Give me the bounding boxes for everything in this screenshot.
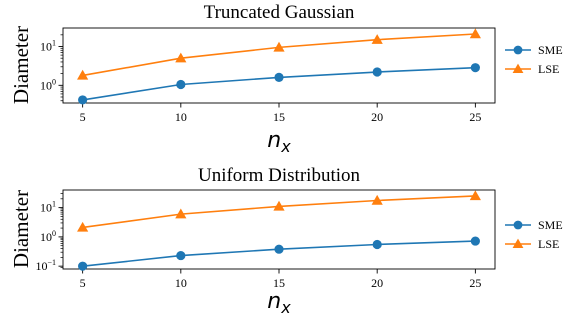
x-axis-label-subscript: x [280,298,291,317]
chart-title: Uniform Distribution [198,165,361,186]
series-lse [77,190,481,232]
legend: SME LSE [505,43,563,76]
data-point [469,190,481,201]
data-point [273,200,285,211]
data-point [274,244,284,254]
y-axis-label: Diameter [9,190,33,268]
x-tick-label: 10 [175,110,187,124]
x-axis-label: nx [267,128,291,156]
series-line [82,33,476,77]
data-point [78,95,88,105]
x-tick-label: 15 [273,110,285,124]
y-tick-exponent: 1 [52,200,56,209]
data-point [470,236,480,246]
legend-label: LSE [538,62,559,76]
axes-frame [62,27,496,104]
y-tick-exponent: 0 [52,229,56,238]
data-point [372,67,382,77]
y-tick-base: 10 [40,201,52,215]
data-point [469,28,481,39]
data-point [175,208,187,219]
y-tick-exponent: 0 [52,77,56,86]
x-tick-label: 5 [80,276,86,290]
data-point [372,239,382,250]
legend-marker [513,220,523,230]
data-point [371,34,383,44]
y-tick-base: 10 [40,230,52,244]
legend: SME LSE [505,218,563,251]
x-tick-label: 20 [371,276,383,290]
data-point [176,79,186,90]
x-tick-label: 10 [175,276,187,290]
data-point [78,261,88,271]
x-axis-label-subscript: x [280,137,291,156]
data-point [274,72,284,82]
y-tick-label: 101 [40,200,56,215]
y-tick-exponent: 1 [52,39,56,48]
legend-label: SME [538,43,563,57]
x-tick-label: 25 [469,276,481,290]
series-lse [77,28,481,80]
x-tick-label: 25 [469,110,481,124]
legend-marker [512,238,524,249]
y-tick-exponent: −1 [47,258,56,267]
series-line [82,195,476,229]
x-axis-label-main: n [267,128,281,153]
data-point [371,194,383,205]
y-tick-label: 101 [40,39,56,54]
series-sme [78,236,480,271]
x-axis-label: nx [267,289,291,317]
y-axis-label: Diameter [9,26,33,104]
x-tick-label: 15 [273,276,285,290]
y-tick-base: 10 [35,259,47,273]
data-point [77,221,89,232]
x-axis-label-main: n [267,289,281,314]
y-tick-label: 10−1 [35,258,56,273]
legend-label: SME [538,218,563,232]
series-sme [78,63,480,105]
y-tick-base: 10 [40,78,52,92]
data-point [273,41,285,52]
y-tick-label: 100 [40,77,56,92]
chart-title: Truncated Gaussian [204,2,355,23]
legend-marker [513,45,523,55]
x-tick-label: 20 [371,110,383,124]
series-line [82,66,476,101]
data-point [176,250,186,261]
legend-marker [512,63,524,74]
data-point [175,52,187,63]
data-point [77,69,89,80]
data-point [470,63,480,73]
y-tick-base: 10 [40,40,52,54]
legend-label: LSE [538,237,559,251]
x-tick-label: 5 [80,110,86,124]
y-tick-label: 100 [40,229,56,244]
